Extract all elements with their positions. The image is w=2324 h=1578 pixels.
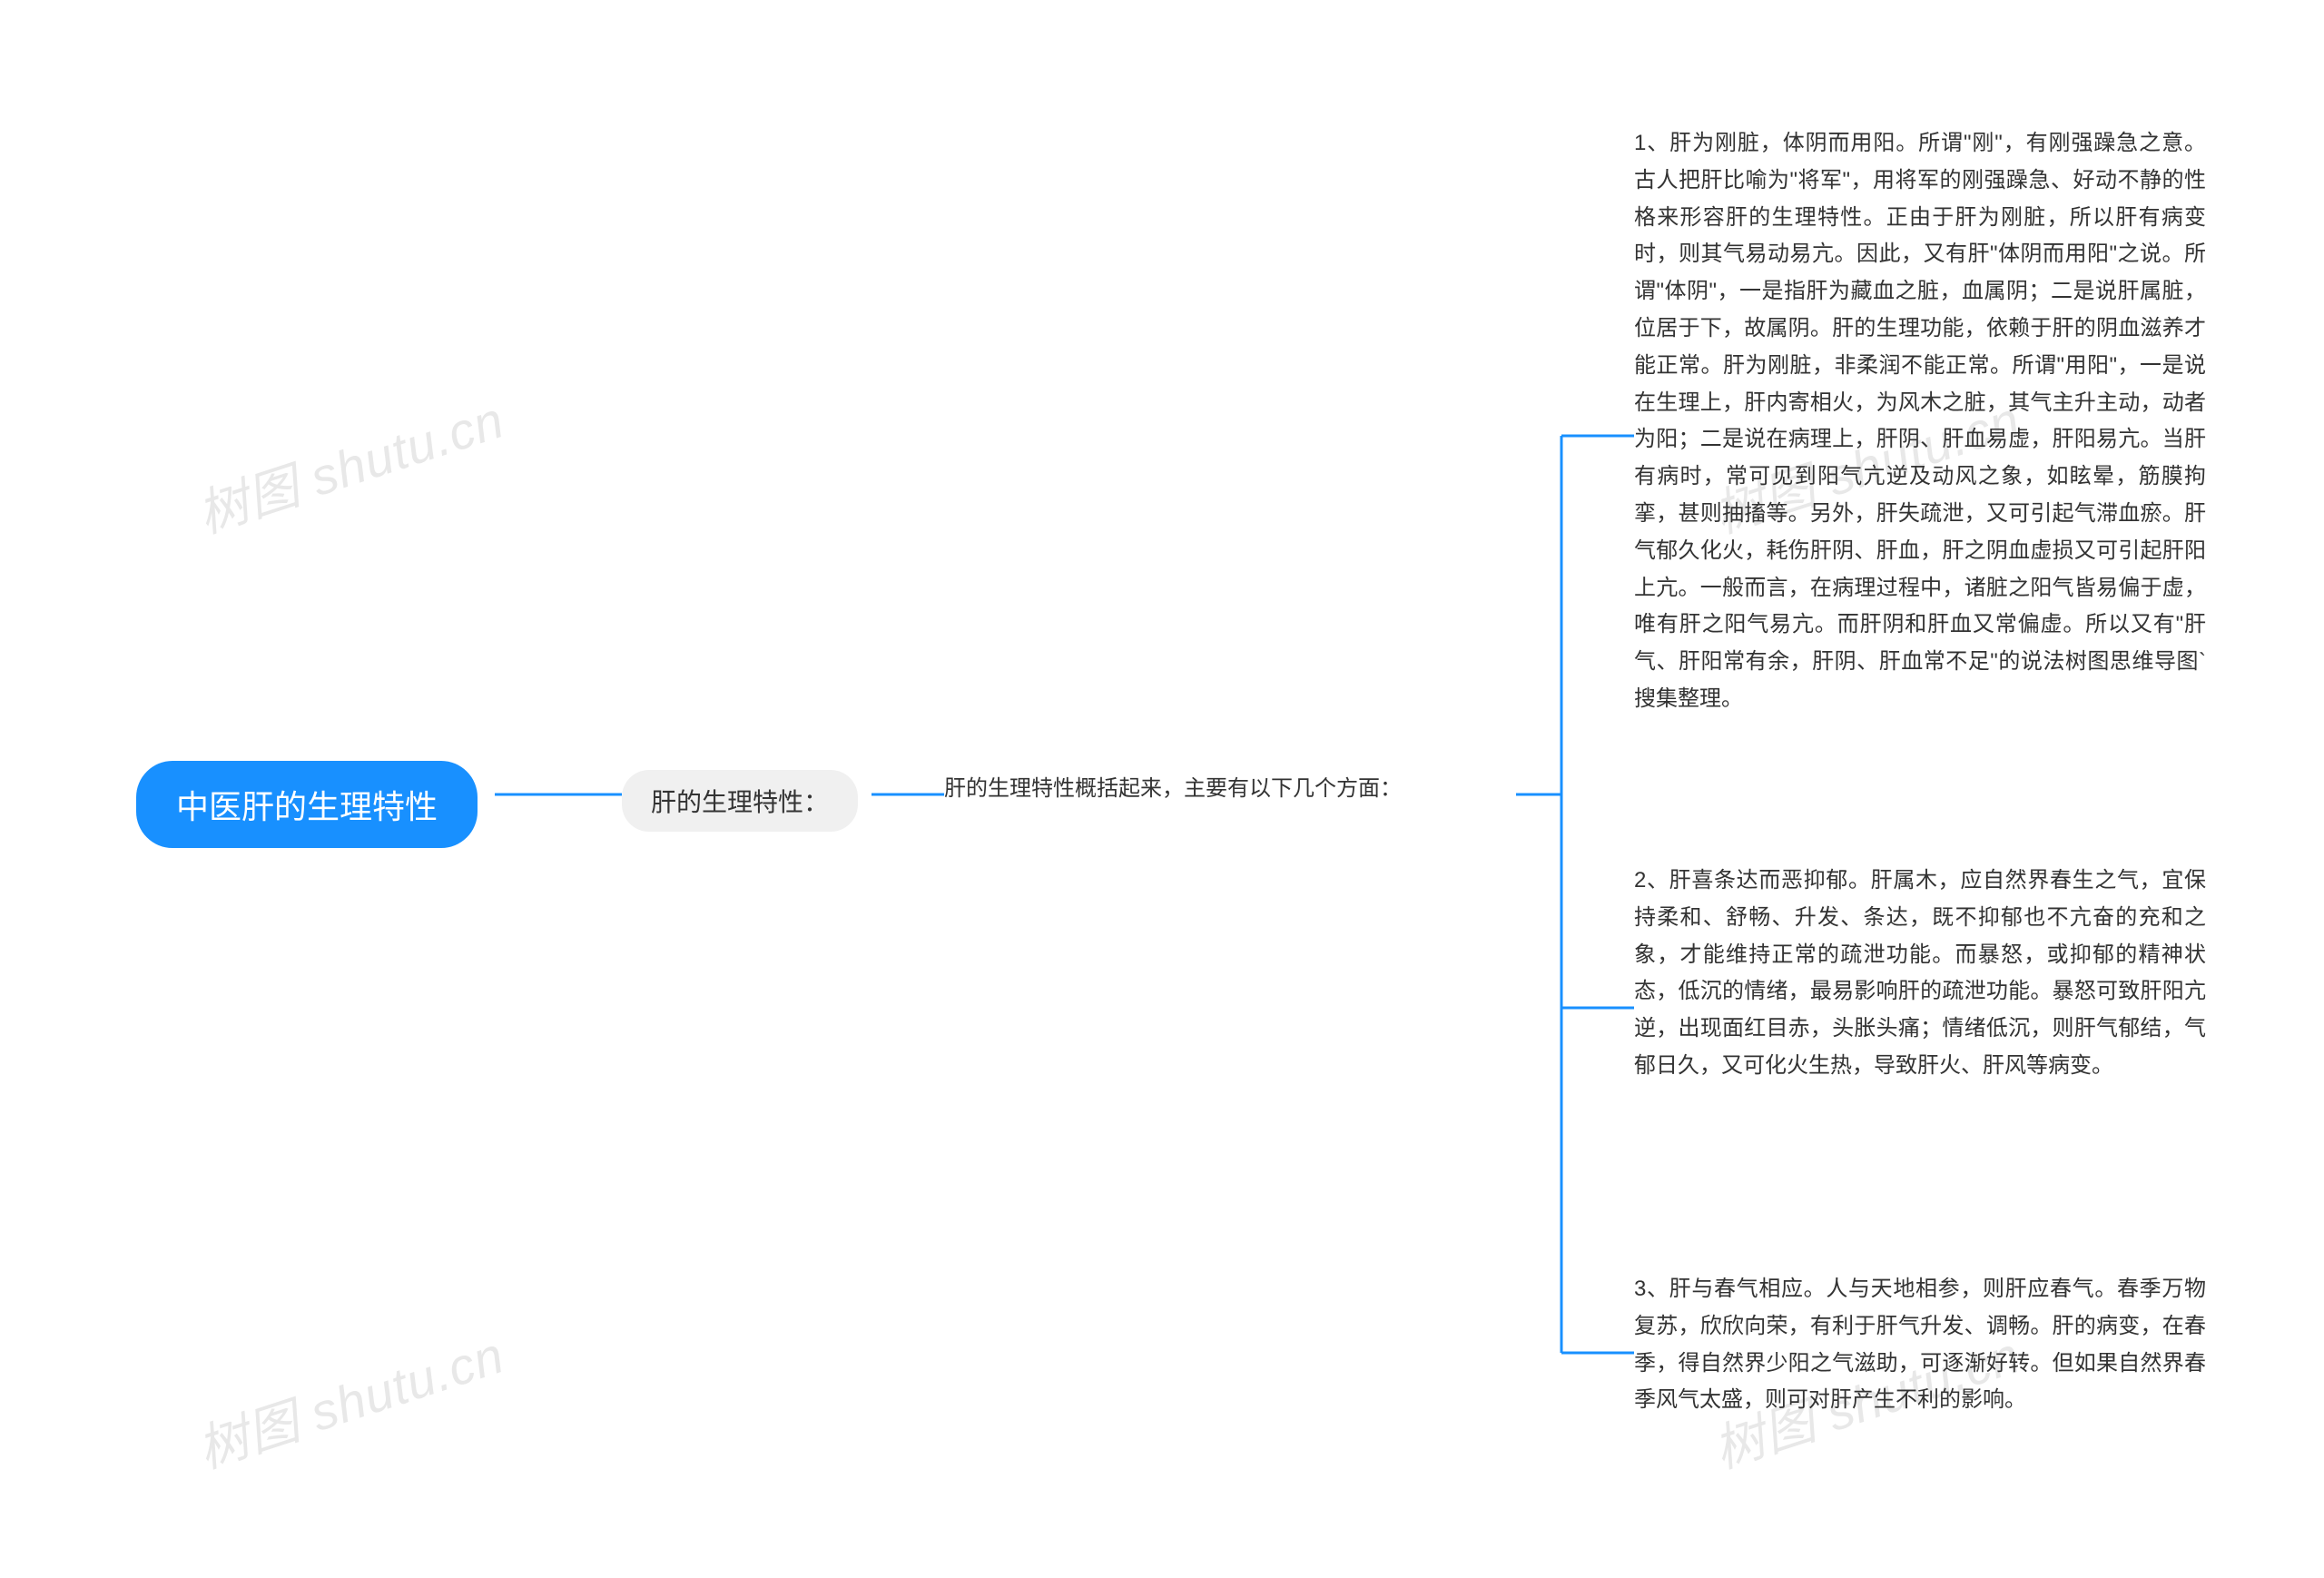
watermark: 树图 shutu.cn — [187, 1315, 512, 1483]
level3-node-text: 肝的生理特性概括起来，主要有以下几个方面： — [944, 772, 1402, 806]
leaf-3-text: 3、肝与春气相应。人与天地相参，则肝应春气。春季万物复苏，欣欣向荣，有利于肝气升… — [1634, 1271, 2206, 1419]
leaf-1-text: 1、肝为刚脏，体阴而用阳。所谓"刚"，有刚强躁急之意。古人把肝比喻为"将军"，用… — [1634, 125, 2206, 718]
mindmap-canvas: 树图 shutu.cn 树图 shutu.cn 树图 shutu.cn 树图 s… — [0, 0, 2324, 1578]
leaf-node-3[interactable]: 3、肝与春气相应。人与天地相参，则肝应春气。春季万物复苏，欣欣向荣，有利于肝气升… — [1634, 1271, 2206, 1419]
leaf-node-2[interactable]: 2、肝喜条达而恶抑郁。肝属木，应自然界春生之气，宜保持柔和、舒畅、升发、条达，既… — [1634, 863, 2206, 1085]
level2-node-text: 肝的生理特性： — [651, 783, 829, 819]
level3-node[interactable]: 肝的生理特性概括起来，主要有以下几个方面： — [944, 772, 1402, 806]
level2-node[interactable]: 肝的生理特性： — [622, 770, 858, 832]
leaf-node-1[interactable]: 1、肝为刚脏，体阴而用阳。所谓"刚"，有刚强躁急之意。古人把肝比喻为"将军"，用… — [1634, 125, 2206, 718]
root-node-text: 中医肝的生理特性 — [176, 781, 438, 828]
watermark: 树图 shutu.cn — [187, 380, 512, 547]
leaf-2-text: 2、肝喜条达而恶抑郁。肝属木，应自然界春生之气，宜保持柔和、舒畅、升发、条达，既… — [1634, 863, 2206, 1085]
root-node[interactable]: 中医肝的生理特性 — [136, 761, 478, 848]
